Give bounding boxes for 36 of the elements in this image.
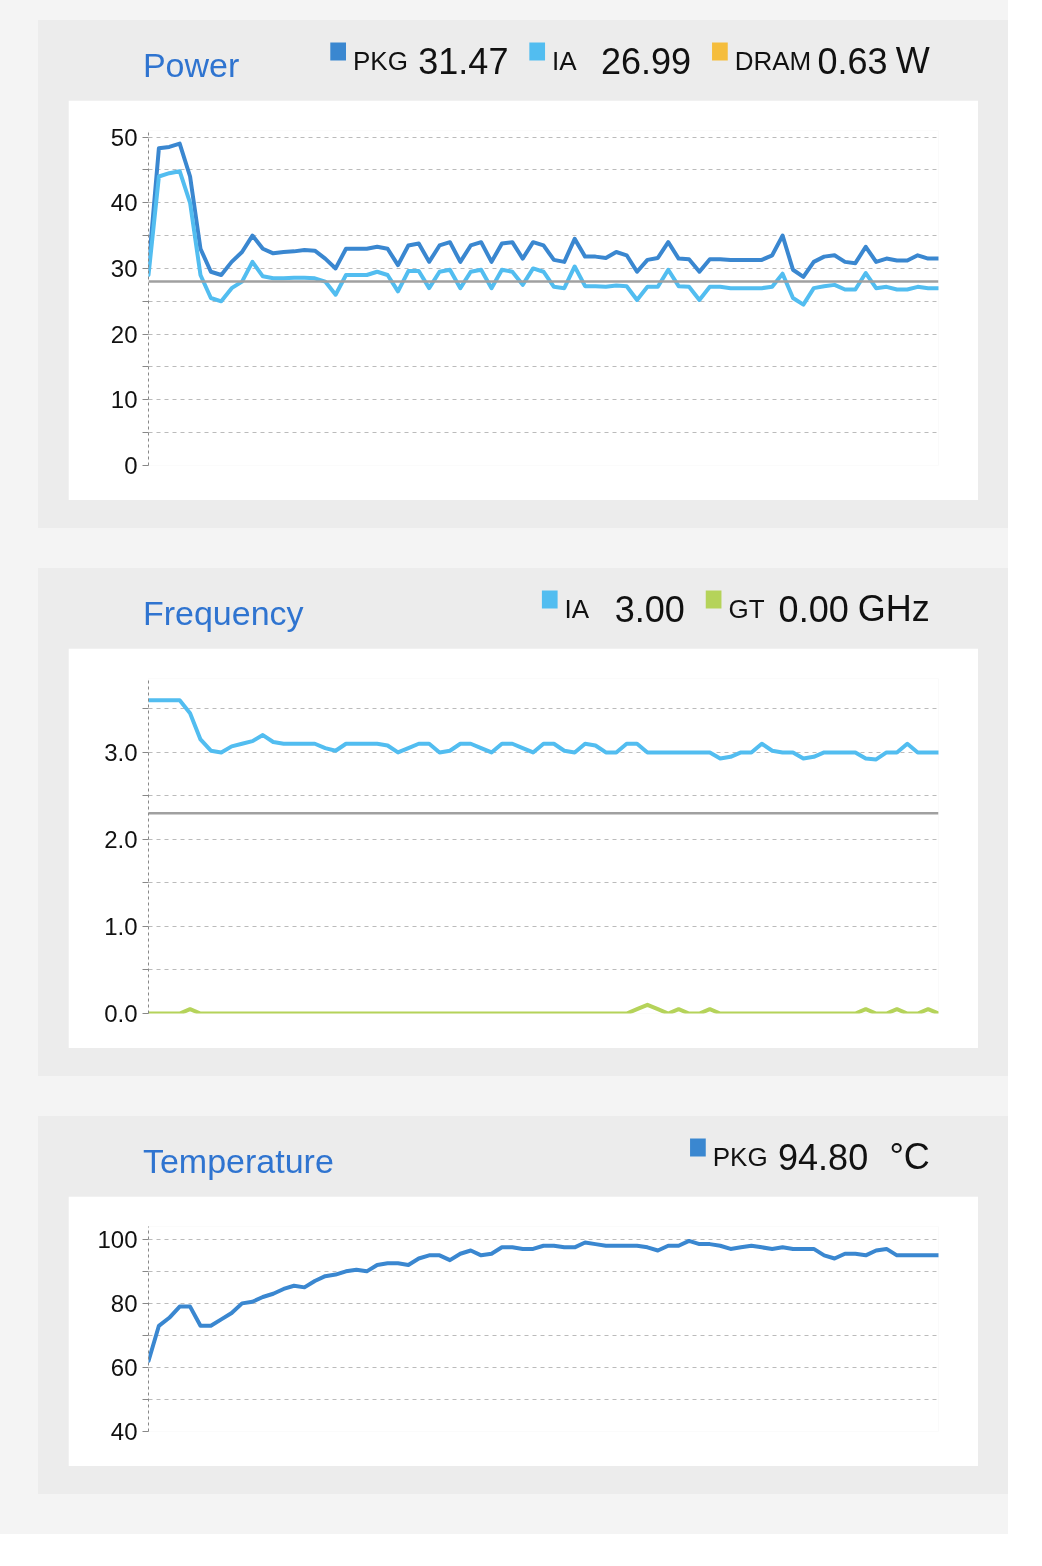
y-tick-label: 60: [110, 1353, 138, 1381]
text: 0.00: [778, 588, 849, 630]
y-tick-label: 80: [110, 1289, 138, 1317]
text: °C: [889, 1136, 930, 1177]
y-tick-label: 100: [97, 1225, 138, 1253]
y-tick-label: 40: [110, 1418, 138, 1445]
y-tick-label: 10: [110, 386, 138, 414]
text: GHz: [857, 588, 930, 629]
y-tick-label: 20: [110, 320, 138, 348]
chart-title: Power: [142, 45, 240, 84]
chart-title: Frequency: [142, 593, 304, 632]
y-tick-label: 40: [110, 189, 138, 217]
legend-label: IA: [552, 45, 578, 76]
text: 0.63: [817, 40, 888, 82]
line-series: [148, 141, 939, 279]
legend-label: GT: [728, 593, 765, 624]
y-tick-label: 1.0: [104, 912, 138, 940]
line-series: [148, 169, 939, 307]
text: W: [895, 40, 930, 81]
y-tick-label: 30: [110, 254, 138, 282]
y-tick-label: 0: [124, 452, 138, 479]
text: 94.80: [778, 1136, 869, 1178]
text: 26.99: [601, 40, 692, 82]
text: 31.47: [418, 40, 509, 82]
legend-label: DRAM: [734, 45, 812, 76]
legend-label: IA: [564, 593, 590, 624]
y-tick-label: 3.0: [104, 738, 138, 766]
legend-label: PKG: [352, 45, 408, 76]
legend-label: PKG: [712, 1141, 768, 1172]
line-series: [148, 1238, 939, 1364]
y-tick-label: 50: [110, 123, 138, 151]
line-series: [148, 698, 939, 762]
text: 3.00: [614, 588, 685, 630]
chart-title: Temperature: [142, 1141, 334, 1180]
y-tick-label: 2.0: [104, 825, 138, 853]
y-tick-label: 0.0: [104, 1000, 138, 1027]
